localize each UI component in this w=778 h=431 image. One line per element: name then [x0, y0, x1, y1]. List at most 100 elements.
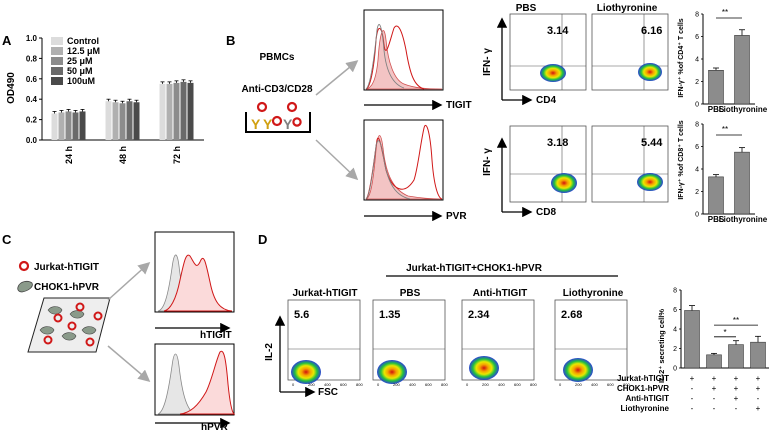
bar [708, 70, 724, 105]
hpvr-histogram: hPVR [154, 343, 236, 431]
d-table-sign: - [691, 394, 694, 403]
bar-ytick-label: 2 [673, 346, 677, 353]
bar-ytick-label: 0 [695, 212, 699, 219]
b-top-significance: ** [722, 8, 728, 17]
bar [684, 310, 700, 369]
tigit-axis-label: TIGIT [446, 100, 472, 111]
d-flow-percentage: 5.6 [294, 309, 309, 321]
a-bar [126, 101, 133, 140]
bar-ytick-label: 4 [695, 57, 699, 64]
a-ytick-label: 0.0 [26, 136, 38, 145]
d-flow-tick: 200 [393, 382, 400, 387]
d-flow-density [377, 360, 407, 384]
a-category-label: 48 h [118, 146, 128, 164]
pbmc-well-icon: Y Y Y [245, 101, 311, 133]
d-table-sign: - [735, 404, 738, 413]
a-bar [119, 103, 126, 140]
d-table-sign: - [713, 394, 716, 403]
d-table-sign: + [690, 374, 695, 383]
b-bottom-significance: ** [722, 125, 728, 134]
d-flow-tick: 0 [559, 382, 562, 387]
d-fsc-label: FSC [318, 387, 338, 398]
d-table-sign: - [713, 404, 716, 413]
pct-cd4-pbs: 3.14 [547, 25, 569, 37]
d-table-sign: - [691, 384, 694, 393]
d-bar-ylabel: IL-2⁺ secreting cell% [657, 309, 666, 383]
panel-a-bar-chart: OD490 0.0 0.2 0.4 0.6 0.8 1.0 24 h 48 h 72 h Con… [6, 34, 204, 164]
d-col-jurkat: Jurkat-hTIGIT [292, 288, 357, 299]
panel-label-b: B [226, 33, 235, 48]
d-header: Jurkat-hTIGIT+CHOK1-hPVR [406, 263, 543, 274]
b-cd4-label: CD4 [536, 95, 556, 106]
bar-ytick-label: 8 [695, 12, 699, 19]
d-table-sign: + [756, 404, 761, 413]
a-legend-label: 25 μM [67, 56, 93, 66]
arrow-to-tigit [315, 60, 359, 96]
bar [734, 35, 750, 105]
a-bar [173, 82, 180, 140]
tigit-histogram: TIGIT [363, 9, 472, 111]
d-flow-tick: 200 [308, 382, 315, 387]
a-category-label: 24 h [64, 146, 74, 164]
a-bar [180, 81, 187, 140]
a-legend-swatch [51, 37, 63, 45]
d-table-row-label: CHOK1-hPVR [617, 384, 669, 393]
d-flow-percentage: 2.68 [561, 309, 582, 321]
d-significance-a: * [723, 328, 726, 337]
d-table-row-label: Liothyronine [621, 404, 670, 413]
d-table-sign: + [756, 384, 761, 393]
svg-text:Y: Y [263, 116, 273, 132]
a-category-label: 72 h [172, 146, 182, 164]
flow-plot-cd4-pbs: 3.14 [509, 13, 587, 91]
jurkat-cell-icon [18, 260, 30, 272]
a-legend-label: 50 μM [67, 66, 93, 76]
bar-ytick-label: 2 [695, 189, 699, 196]
d-table-sign: + [712, 374, 717, 383]
arrow-to-htigit [107, 261, 151, 301]
d-flow-plot: 2.68 0 200 400 600 800 [554, 299, 630, 387]
a-legend-label: 12.5 μM [67, 46, 100, 56]
d-table-sign: - [691, 404, 694, 413]
a-legend-label: 100uM [67, 76, 95, 86]
d-il2-label: IL-2 [264, 343, 275, 361]
d-flow-tick: 0 [292, 382, 295, 387]
svg-text:Y: Y [283, 116, 293, 132]
d-flow-tick: 0 [466, 382, 469, 387]
bar [708, 176, 724, 215]
d-flow-tick: 800 [530, 382, 537, 387]
d-flow-tick: 600 [514, 382, 521, 387]
arrow-to-hpvr [107, 345, 151, 382]
chok1-cell-icon [17, 280, 33, 293]
d-flow-density [563, 358, 593, 382]
d-table-sign: + [734, 374, 739, 383]
a-legend-label: Control [67, 36, 99, 46]
pct-cd8-pbs: 3.18 [547, 137, 568, 149]
d-flow-density [469, 356, 499, 380]
a-bar [133, 102, 140, 140]
panel-label-a: A [2, 33, 12, 48]
b-bottom-x-pbs: PBS [708, 215, 725, 224]
b-bottom-x-liothyronine: Liothyronine [719, 215, 768, 224]
panel-a-ylabel: OD490 [6, 72, 17, 104]
b-ifn-label-top: IFN- γ [482, 48, 493, 76]
flow-plot-cd8-pbs: 3.18 [509, 125, 587, 203]
a-bar [58, 112, 65, 140]
b-col-liothyronine: Liothyronine [597, 3, 658, 14]
a-bar [65, 111, 72, 140]
d-flow-tick: 400 [498, 382, 505, 387]
a-legend-swatch [51, 67, 63, 75]
d-table-row-label: Anti-hTIGIT [625, 394, 669, 403]
anti-cd3-cd28-label: Anti-CD3/CD28 [241, 84, 313, 95]
b-bar-top-ylabel: IFN-γ⁺ %of CD4⁺ T cells [677, 18, 685, 97]
d-flow-plot: 2.34 0 200 400 600 800 [461, 299, 537, 387]
hpvr-axis-label: hPVR [201, 422, 228, 431]
d-flow-density [291, 360, 321, 384]
b-cd8-label: CD8 [536, 207, 556, 218]
a-bar [79, 111, 86, 140]
pct-cd4-liothyronine: 6.16 [641, 25, 662, 37]
a-legend-swatch [51, 47, 63, 55]
a-ytick-label: 0.8 [26, 54, 38, 63]
d-flow-tick: 600 [340, 382, 347, 387]
a-bar [105, 101, 112, 140]
